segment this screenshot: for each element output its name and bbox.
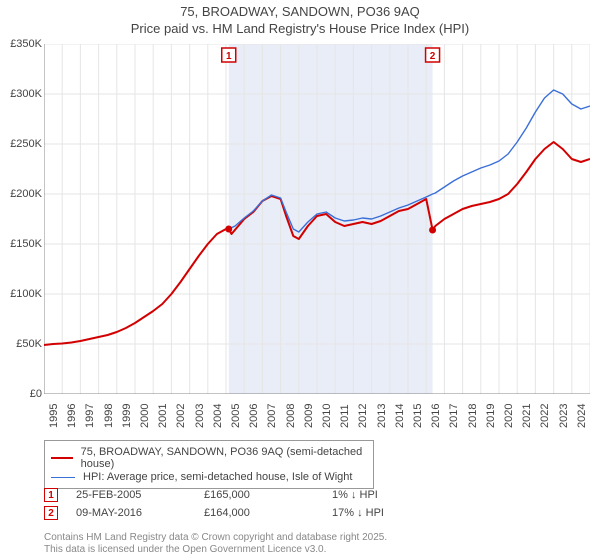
x-tick-label: 2020 bbox=[503, 404, 515, 428]
y-tick-label: £300K bbox=[10, 88, 42, 100]
legend-item: 75, BROADWAY, SANDOWN, PO36 9AQ (semi-de… bbox=[51, 446, 367, 470]
x-tick-label: 2005 bbox=[230, 404, 242, 428]
x-tick-label: 2002 bbox=[175, 404, 187, 428]
x-tick-label: 2022 bbox=[539, 404, 551, 428]
sale-diff: 1% ↓ HPI bbox=[332, 489, 452, 501]
sale-marker-box: 1 bbox=[44, 488, 58, 502]
y-tick-label: £0 bbox=[30, 388, 42, 400]
x-tick-label: 2012 bbox=[357, 404, 369, 428]
legend-label: HPI: Average price, semi-detached house,… bbox=[83, 471, 352, 483]
footer-line-2: This data is licensed under the Open Gov… bbox=[44, 544, 387, 556]
x-tick-label: 2004 bbox=[212, 404, 224, 428]
footer-attribution: Contains HM Land Registry data © Crown c… bbox=[44, 532, 387, 556]
title-line-1: 75, BROADWAY, SANDOWN, PO36 9AQ bbox=[0, 0, 600, 21]
x-tick-label: 1997 bbox=[84, 404, 96, 428]
x-tick-label: 2019 bbox=[485, 404, 497, 428]
x-tick-label: 2017 bbox=[448, 404, 460, 428]
y-tick-label: £200K bbox=[10, 188, 42, 200]
x-tick-label: 2015 bbox=[412, 404, 424, 428]
plot-svg: 12 bbox=[44, 44, 590, 394]
footer-line-1: Contains HM Land Registry data © Crown c… bbox=[44, 532, 387, 544]
y-tick-label: £150K bbox=[10, 238, 42, 250]
x-tick-label: 1995 bbox=[48, 404, 60, 428]
y-tick-label: £50K bbox=[16, 338, 42, 350]
x-tick-label: 2013 bbox=[376, 404, 388, 428]
sales-table: 1 25-FEB-2005 £165,000 1% ↓ HPI 2 09-MAY-2016… bbox=[44, 488, 590, 524]
x-tick-label: 1996 bbox=[66, 404, 78, 428]
plot-area: 12 bbox=[44, 44, 590, 394]
x-tick-label: 2014 bbox=[394, 404, 406, 428]
sale-date: 09-MAY-2016 bbox=[76, 507, 186, 519]
chart-container: 75, BROADWAY, SANDOWN, PO36 9AQ Price pa… bbox=[0, 0, 600, 560]
x-tick-label: 1999 bbox=[121, 404, 133, 428]
legend-box: 75, BROADWAY, SANDOWN, PO36 9AQ (semi-de… bbox=[44, 440, 374, 489]
x-tick-label: 2006 bbox=[248, 404, 260, 428]
sale-date: 25-FEB-2005 bbox=[76, 489, 186, 501]
x-tick-label: 2018 bbox=[467, 404, 479, 428]
x-tick-label: 2000 bbox=[139, 404, 151, 428]
legend-swatch bbox=[51, 457, 73, 459]
y-tick-label: £350K bbox=[10, 38, 42, 50]
sale-price: £165,000 bbox=[204, 489, 314, 501]
legend-item: HPI: Average price, semi-detached house,… bbox=[51, 471, 367, 483]
sale-marker-box: 2 bbox=[44, 506, 58, 520]
y-tick-label: £250K bbox=[10, 138, 42, 150]
x-axis-labels: 1995 1996 1997 1998 1999 2000 2001 2002 2003 2004… bbox=[44, 394, 590, 438]
sale-diff: 17% ↓ HPI bbox=[332, 507, 452, 519]
title-line-2: Price paid vs. HM Land Registry's House … bbox=[0, 21, 600, 38]
x-tick-label: 2001 bbox=[157, 404, 169, 428]
x-tick-label: 2016 bbox=[430, 404, 442, 428]
x-tick-label: 2011 bbox=[339, 404, 351, 428]
x-tick-label: 2023 bbox=[558, 404, 570, 428]
sale-price: £164,000 bbox=[204, 507, 314, 519]
y-axis-labels: £0£50K£100K£150K£200K£250K£300K£350K bbox=[0, 44, 44, 394]
svg-text:2: 2 bbox=[430, 51, 436, 62]
x-tick-label: 2024 bbox=[576, 404, 588, 428]
sale-row: 1 25-FEB-2005 £165,000 1% ↓ HPI bbox=[44, 488, 590, 502]
legend-swatch bbox=[51, 477, 75, 478]
legend-label: 75, BROADWAY, SANDOWN, PO36 9AQ (semi-de… bbox=[81, 446, 367, 470]
svg-text:1: 1 bbox=[226, 51, 232, 62]
sale-row: 2 09-MAY-2016 £164,000 17% ↓ HPI bbox=[44, 506, 590, 520]
x-tick-label: 2021 bbox=[521, 404, 533, 428]
x-tick-label: 2007 bbox=[266, 404, 278, 428]
y-tick-label: £100K bbox=[10, 288, 42, 300]
x-tick-label: 2008 bbox=[285, 404, 297, 428]
x-tick-label: 1998 bbox=[103, 404, 115, 428]
x-tick-label: 2010 bbox=[321, 404, 333, 428]
x-tick-label: 2003 bbox=[194, 404, 206, 428]
x-tick-label: 2009 bbox=[303, 404, 315, 428]
